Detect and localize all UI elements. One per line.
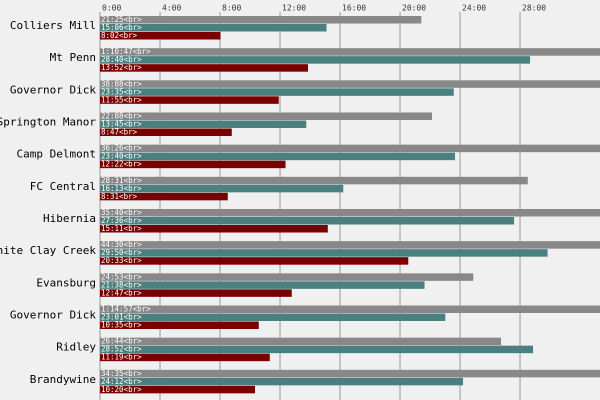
bar-label: 11:19<br> [101, 353, 142, 362]
bar-label: 23:40<br> [101, 152, 142, 161]
bar [100, 377, 464, 386]
bar [100, 241, 600, 249]
bar-label: 21:38<br> [101, 280, 142, 289]
bar-label: 23:01<br> [101, 313, 142, 322]
plot-area: 21:25<br>15:06<br>8:02<br>1:10:47<br>28:… [100, 15, 600, 394]
bar [100, 192, 228, 201]
bar [100, 160, 286, 169]
bar-label: 15:06<br> [101, 23, 142, 32]
bar-label: 21:25<br> [101, 15, 142, 24]
bar-label: 26:44<br> [101, 337, 142, 346]
x-tick-label: 20:00 [402, 4, 426, 13]
bar-label: 27:36<br> [101, 216, 142, 225]
bar-label: 1:10:47<br> [101, 47, 151, 56]
bar [100, 64, 309, 72]
bar [100, 56, 531, 64]
bar-label: 29:50<br> [101, 248, 142, 257]
bar [100, 281, 425, 289]
category-label: Hibernia [43, 212, 96, 225]
bar [100, 385, 256, 394]
bar [100, 353, 270, 362]
bar-label: 24:12<br> [101, 377, 142, 386]
bar [100, 16, 422, 24]
bar-label: 10:20<br> [101, 385, 142, 394]
bar [100, 184, 344, 193]
bar-label: 36:26<br> [101, 144, 142, 153]
bar-label: 28:40<br> [101, 55, 142, 64]
bar-label: 12:22<br> [101, 160, 142, 169]
bar [100, 24, 327, 32]
bar-label: 13:45<br> [101, 120, 142, 129]
bar [100, 144, 600, 153]
bar-label: 10:35<br> [101, 321, 142, 330]
category-label: Ridley [56, 341, 96, 354]
bar [100, 152, 456, 161]
bar-label: 12:47<br> [101, 288, 142, 297]
x-tick-label: 4:00 [162, 4, 181, 13]
bar-label: 28:31<br> [101, 176, 142, 185]
bar [100, 225, 328, 233]
bar [100, 120, 307, 128]
bar [100, 305, 600, 313]
bar-label: 28:52<br> [101, 345, 142, 354]
bar [100, 345, 534, 354]
bar-label: 15:11<br> [101, 224, 142, 233]
category-label: FC Central [30, 180, 96, 193]
bar [100, 32, 221, 40]
x-tick-label: 24:00 [462, 4, 486, 13]
bar [100, 96, 279, 104]
bar-label: 8:02<br> [101, 31, 138, 40]
category-label: Evansburg [36, 276, 96, 289]
x-tick-label: 12:00 [282, 4, 306, 13]
bar-label: 16:13<br> [101, 184, 142, 193]
bar-label: 22:08<br> [101, 112, 142, 121]
x-tick-label: 0:00 [102, 4, 121, 13]
x-tick-label: 8:00 [222, 4, 241, 13]
bar [100, 257, 409, 265]
bar-label: 23:35<br> [101, 87, 142, 96]
category-label: White Clay Creek [0, 244, 96, 257]
bar [100, 88, 454, 96]
bar-label: 44:30<br> [101, 240, 142, 249]
bar-label: 20:33<br> [101, 256, 142, 265]
bar-label: 35:40<br> [101, 208, 142, 217]
grid [99, 12, 521, 400]
bar-label: 11:55<br> [101, 95, 142, 104]
bar [100, 48, 600, 56]
bar-label: 34:35<br> [101, 369, 142, 378]
category-label: Springton Manor [0, 116, 96, 129]
bar [100, 313, 446, 321]
category-label: Mt Penn [50, 51, 96, 64]
bar [100, 128, 232, 136]
bar [100, 337, 502, 346]
bar [100, 209, 600, 217]
bar-label: 1:14:57<br> [101, 305, 151, 314]
category-label: Governor Dick [10, 309, 96, 322]
bar [100, 321, 259, 329]
category-label: Camp Delmont [17, 148, 96, 161]
bar-label: 13:52<br> [101, 63, 142, 72]
bar-label: 8:31<br> [101, 192, 138, 201]
bar [100, 176, 528, 185]
bar [100, 80, 600, 88]
bar [100, 249, 548, 257]
bar-label: 24:53<br> [101, 272, 142, 281]
bar [100, 289, 292, 297]
x-tick-label: 16:00 [342, 4, 366, 13]
bar [100, 273, 474, 281]
bar [100, 217, 515, 225]
category-label: Brandywine [30, 373, 96, 386]
x-tick-label: 28:00 [522, 4, 546, 13]
bar [100, 112, 433, 120]
bar [100, 369, 600, 378]
bar-label: 8:47<br> [101, 128, 138, 137]
category-label: Governor Dick [10, 83, 96, 96]
category-label: Colliers Mill [10, 19, 96, 32]
bar-label: 38:08<br> [101, 79, 142, 88]
